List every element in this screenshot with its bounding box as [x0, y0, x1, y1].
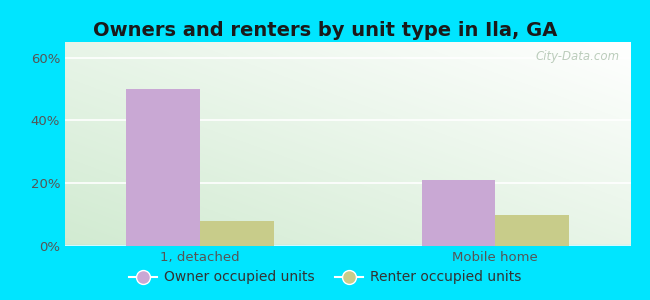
Legend: Owner occupied units, Renter occupied units: Owner occupied units, Renter occupied un…	[124, 265, 526, 290]
Bar	[421, 180, 495, 246]
Bar	[200, 221, 274, 246]
Bar	[127, 89, 200, 246]
Bar	[495, 214, 569, 246]
Text: City-Data.com: City-Data.com	[535, 50, 619, 63]
Text: Owners and renters by unit type in Ila, GA: Owners and renters by unit type in Ila, …	[93, 21, 557, 40]
